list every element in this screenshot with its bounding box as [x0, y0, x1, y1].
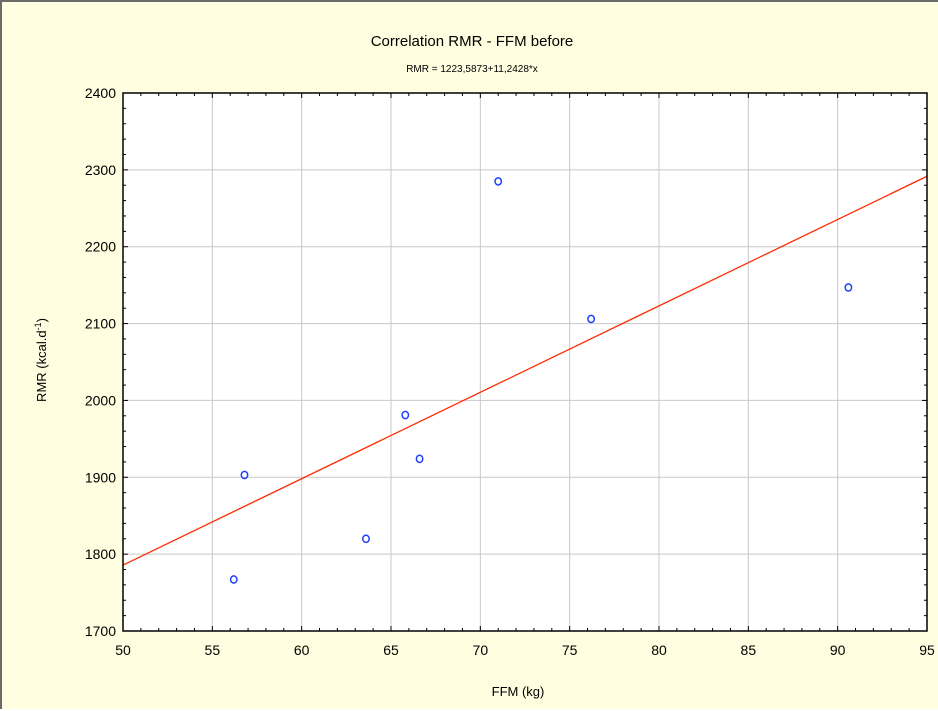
data-points	[229, 177, 853, 584]
x-tick-label: 65	[383, 642, 399, 658]
x-tick-label: 80	[651, 642, 667, 658]
x-axis-title: FFM (kg)	[492, 684, 545, 699]
data-point	[401, 410, 410, 420]
chart-title: Correlation RMR - FFM before	[371, 33, 574, 50]
plot-area	[123, 93, 927, 631]
y-axis-title-main: RMR (kcal.d	[34, 330, 49, 402]
x-tick-labels: 50 55 60 65 70 75 80 85 90 95	[115, 642, 935, 658]
data-point	[362, 534, 370, 544]
y-tick-label: 2000	[85, 392, 116, 408]
data-point	[229, 575, 238, 584]
y-tick-labels: 1700 1800 1900 2000 2100 2200 2300 2400	[85, 85, 116, 639]
y-tick-label: 2300	[85, 162, 116, 178]
plot-border	[122, 92, 928, 632]
data-point	[587, 314, 596, 324]
x-tick-label: 50	[115, 642, 131, 658]
data-point	[844, 283, 853, 292]
x-tick-label: 55	[205, 642, 221, 658]
data-point	[415, 454, 424, 464]
x-tick-label: 85	[741, 642, 757, 658]
y-tick-label: 1700	[85, 623, 116, 639]
grid	[123, 93, 927, 631]
y-tick-label: 1800	[85, 546, 116, 562]
y-tick-label: 2100	[85, 316, 116, 332]
y-tick-label: 2200	[85, 239, 116, 255]
y-axis-title: RMR (kcal.d-1)	[33, 318, 49, 402]
y-tick-label: 2400	[85, 85, 116, 101]
x-tick-label: 60	[294, 642, 310, 658]
x-tick-label: 75	[562, 642, 578, 658]
y-axis-title-end: )	[34, 318, 49, 322]
x-tick-label: 95	[919, 642, 935, 658]
regression-equation: RMR = 1223,5873+11,2428*x	[406, 64, 538, 75]
y-axis-title-superscript: -1	[33, 322, 43, 330]
data-point	[240, 470, 249, 480]
regression-line	[122, 175, 928, 566]
y-tick-label: 1900	[85, 469, 116, 485]
data-point	[494, 177, 503, 186]
x-tick-label: 70	[473, 642, 489, 658]
x-tick-label: 90	[830, 642, 846, 658]
